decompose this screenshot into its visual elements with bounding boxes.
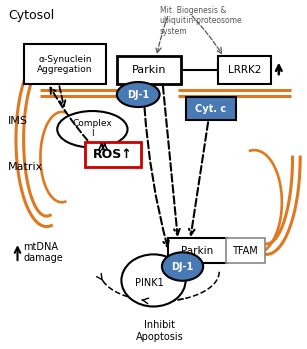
Text: DJ-1: DJ-1 xyxy=(127,90,149,99)
Text: IMS: IMS xyxy=(8,116,28,126)
FancyBboxPatch shape xyxy=(117,56,181,84)
Ellipse shape xyxy=(117,82,160,107)
FancyBboxPatch shape xyxy=(186,97,236,120)
Text: Parkin: Parkin xyxy=(181,246,213,255)
Text: TFAM: TFAM xyxy=(232,246,258,255)
Text: DJ-1: DJ-1 xyxy=(171,261,194,272)
Text: Inhibit
Apoptosis: Inhibit Apoptosis xyxy=(136,320,184,342)
Text: Cytosol: Cytosol xyxy=(8,9,55,22)
Text: mtDNA
damage: mtDNA damage xyxy=(24,242,63,263)
Text: α-Synuclein
Aggregation: α-Synuclein Aggregation xyxy=(37,54,93,74)
FancyBboxPatch shape xyxy=(226,238,265,263)
Text: Complex
I: Complex I xyxy=(72,119,112,138)
Text: Matrix: Matrix xyxy=(8,163,44,172)
Text: ROS↑: ROS↑ xyxy=(93,148,133,161)
Ellipse shape xyxy=(162,252,203,281)
FancyBboxPatch shape xyxy=(85,142,141,167)
FancyBboxPatch shape xyxy=(218,56,271,84)
Ellipse shape xyxy=(57,111,127,148)
Text: LRRK2: LRRK2 xyxy=(227,65,261,75)
Text: PINK1: PINK1 xyxy=(134,278,163,288)
Text: Cyt. c: Cyt. c xyxy=(195,104,226,114)
Ellipse shape xyxy=(121,254,186,306)
FancyBboxPatch shape xyxy=(168,238,227,263)
Text: Parkin: Parkin xyxy=(132,65,166,75)
Text: Mit. Biogenesis &
ubiquitin-proteosome
system: Mit. Biogenesis & ubiquitin-proteosome s… xyxy=(160,6,242,36)
FancyBboxPatch shape xyxy=(24,44,106,84)
